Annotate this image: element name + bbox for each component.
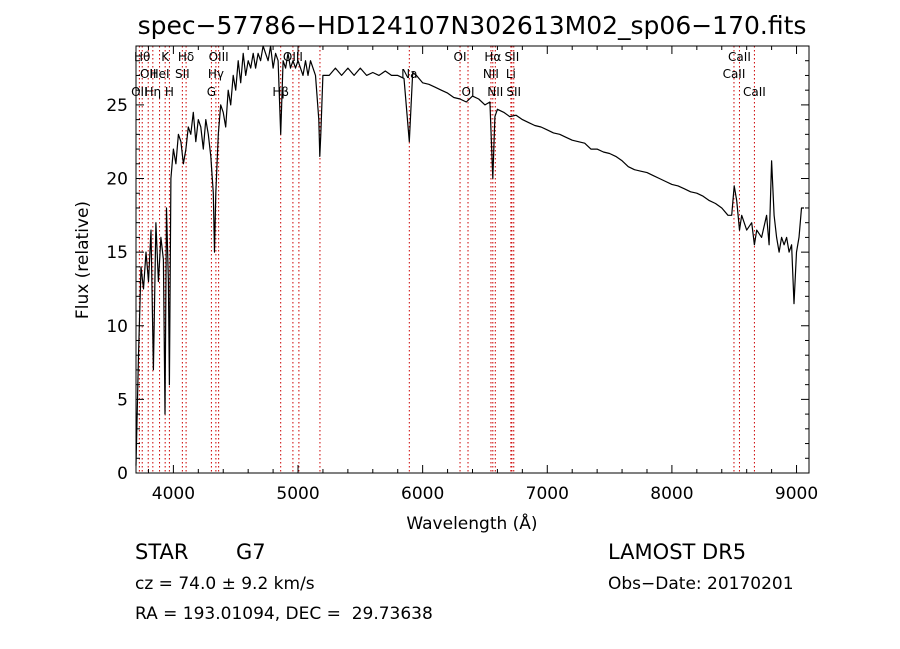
spectral-line-label: NII <box>487 85 503 99</box>
observation-date: Obs−Date: 20170201 <box>608 574 794 594</box>
spectral-line-label: H <box>165 85 174 99</box>
plot-frame <box>135 45 810 474</box>
x-tick-label: 7000 <box>526 484 569 504</box>
spectral-line-label: CaII <box>728 50 751 64</box>
y-tick-label: 5 <box>117 390 128 410</box>
y-axis-label: Flux (relative) <box>73 201 93 319</box>
y-tick-label: 25 <box>106 96 128 116</box>
spectral-line-label: K <box>161 50 170 64</box>
spectral-line-label: CaII <box>743 85 766 99</box>
y-axis: 0 5 10 15 20 25 <box>106 60 809 484</box>
spectral-line-label: Hβ <box>272 85 289 99</box>
redshift-velocity: cz = 74.0 ± 9.2 km/s <box>135 574 315 594</box>
y-tick-label: 15 <box>106 243 128 263</box>
spectral-line-label: Li <box>506 67 516 81</box>
spectral-line-label: Hγ <box>208 67 224 81</box>
spectral-line-label: OIII <box>283 50 303 64</box>
spectral-line-label: Na <box>401 67 417 81</box>
spectral-line-label: SII <box>506 85 521 99</box>
spectral-line-label: OII <box>131 85 148 99</box>
x-axis-label: Wavelength (Å) <box>406 512 537 534</box>
object-subclass: G7 <box>236 540 266 564</box>
spectral-line-label: CaII <box>723 67 746 81</box>
spectral-line-label: SII <box>505 50 520 64</box>
spectral-line-label: Hδ <box>178 50 194 64</box>
x-tick-label: 4000 <box>152 484 195 504</box>
object-class: STAR <box>135 540 189 564</box>
spectral-line-markers <box>138 46 755 473</box>
sky-coordinates: RA = 193.01094, DEC = 29.73638 <box>135 604 433 624</box>
spectral-line-label: OIII <box>209 50 229 64</box>
survey-name: LAMOST DR5 <box>608 540 747 564</box>
spectral-line-labels: OIIHθOIIHηHeIKHSIIHδGHγOIIIHβOIIINaOIOIN… <box>131 50 766 99</box>
spectrum-line <box>135 45 804 466</box>
spectral-line-label: NII <box>483 67 499 81</box>
spectral-line-label: OII <box>140 67 157 81</box>
x-axis: 4000 5000 6000 7000 8000 9000 <box>147 46 818 504</box>
y-tick-label: 10 <box>106 317 128 337</box>
y-tick-label: 20 <box>106 170 128 190</box>
x-tick-label: 9000 <box>775 484 818 504</box>
spectral-line-label: HeI <box>150 67 170 81</box>
x-tick-label: 5000 <box>276 484 319 504</box>
spectral-line-label: OI <box>462 85 475 99</box>
spectrum-series <box>135 45 804 466</box>
x-tick-label: 8000 <box>650 484 693 504</box>
chart-title: spec−57786−HD124107N302613M02_sp06−170.f… <box>138 11 807 40</box>
spectral-line-label: OI <box>454 50 467 64</box>
spectral-line-label: Hα <box>484 50 501 64</box>
y-tick-label: 0 <box>117 464 128 484</box>
x-tick-label: 6000 <box>401 484 444 504</box>
spectral-line-label: Hη <box>145 85 162 99</box>
spectral-line-label: Hθ <box>134 50 150 64</box>
spectral-line-label: G <box>207 85 216 99</box>
spectral-line-label: SII <box>175 67 190 81</box>
